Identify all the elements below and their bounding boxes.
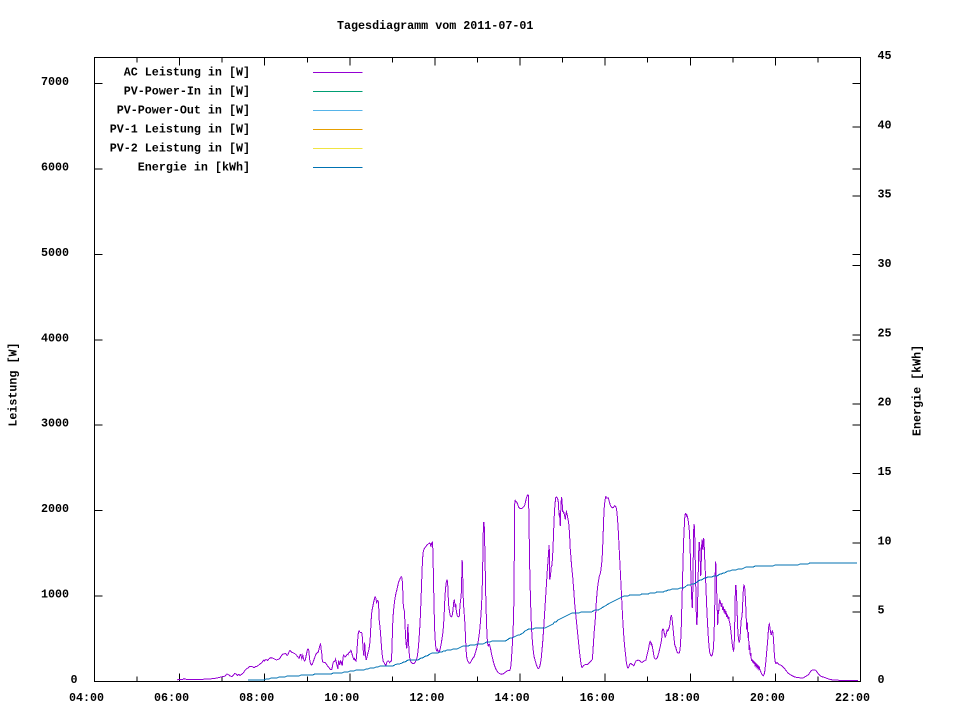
svg-text:15: 15 <box>878 465 892 479</box>
svg-text:PV-Power-In in [W]: PV-Power-In in [W] <box>124 84 250 98</box>
svg-text:20:00: 20:00 <box>750 691 785 705</box>
svg-text:AC Leistung in [W]: AC Leistung in [W] <box>124 65 250 79</box>
svg-text:08:00: 08:00 <box>239 691 274 705</box>
svg-text:2000: 2000 <box>41 502 69 516</box>
svg-text:10:00: 10:00 <box>324 691 359 705</box>
svg-text:6000: 6000 <box>41 160 69 174</box>
svg-text:16:00: 16:00 <box>580 691 615 705</box>
svg-text:0: 0 <box>878 673 885 687</box>
svg-text:PV-1 Leistung in [W]: PV-1 Leistung in [W] <box>110 122 250 136</box>
svg-text:Energie [kWh]: Energie [kWh] <box>911 345 925 436</box>
svg-text:12:00: 12:00 <box>409 691 444 705</box>
svg-text:35: 35 <box>878 188 892 202</box>
svg-text:4000: 4000 <box>41 331 69 345</box>
svg-text:22:00: 22:00 <box>835 691 870 705</box>
svg-text:04:00: 04:00 <box>69 691 104 705</box>
svg-text:18:00: 18:00 <box>665 691 700 705</box>
svg-text:20: 20 <box>878 396 892 410</box>
svg-text:0: 0 <box>70 673 77 687</box>
svg-text:14:00: 14:00 <box>495 691 530 705</box>
svg-text:3000: 3000 <box>41 417 69 431</box>
svg-text:40: 40 <box>878 118 892 132</box>
svg-text:10: 10 <box>878 534 892 548</box>
svg-text:06:00: 06:00 <box>154 691 189 705</box>
svg-text:PV-Power-Out in [W]: PV-Power-Out in [W] <box>117 103 250 117</box>
svg-text:Tagesdiagramm vom 2011-07-01: Tagesdiagramm vom 2011-07-01 <box>337 19 533 33</box>
svg-text:5: 5 <box>878 604 885 618</box>
svg-text:25: 25 <box>878 326 892 340</box>
svg-text:Leistung [W]: Leistung [W] <box>7 343 21 427</box>
svg-text:5000: 5000 <box>41 246 69 260</box>
svg-text:Energie in [kWh]: Energie in [kWh] <box>138 160 250 174</box>
svg-text:45: 45 <box>878 49 892 63</box>
svg-text:1000: 1000 <box>41 588 69 602</box>
svg-text:30: 30 <box>878 257 892 271</box>
svg-text:7000: 7000 <box>41 75 69 89</box>
svg-text:PV-2 Leistung in [W]: PV-2 Leistung in [W] <box>110 141 250 155</box>
